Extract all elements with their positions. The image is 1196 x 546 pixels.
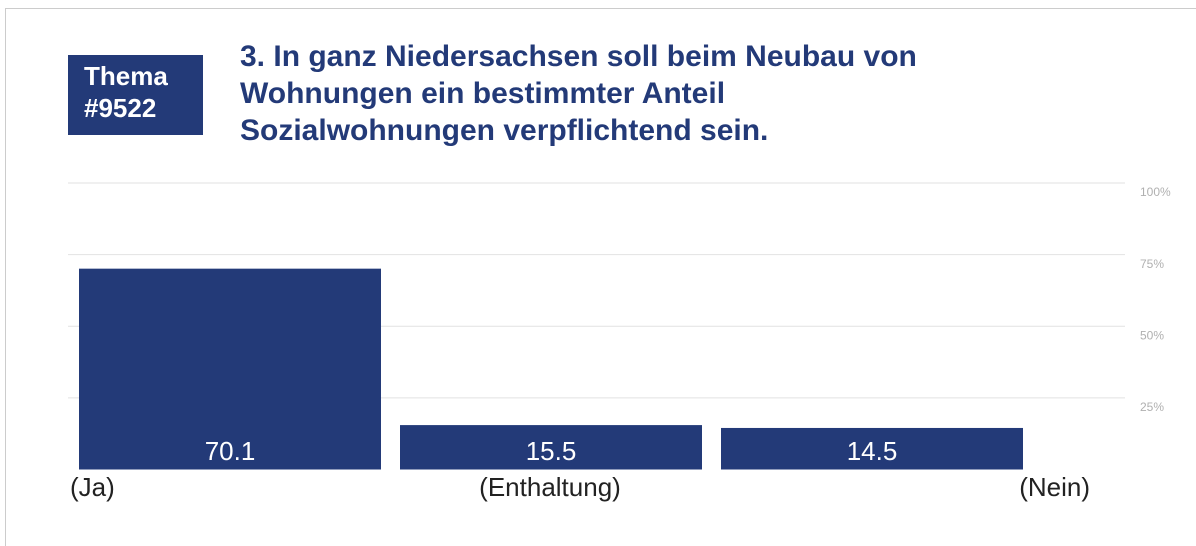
- value-label: 70.1: [205, 436, 256, 466]
- y-tick-label: 75%: [1140, 257, 1164, 271]
- y-tick-label: 100%: [1140, 185, 1171, 199]
- x-tick-label: (Ja): [70, 472, 115, 502]
- bar: [79, 268, 381, 470]
- bar: [400, 425, 702, 470]
- y-tick-label: 50%: [1140, 328, 1164, 342]
- value-label: 14.5: [847, 436, 898, 466]
- badge-text: Thema: [84, 61, 168, 91]
- chart-title: Wohnungen ein bestimmter Anteil: [240, 77, 725, 110]
- x-tick-label: (Nein): [1019, 472, 1090, 502]
- bar: [721, 427, 1023, 470]
- frame: [5, 8, 1196, 546]
- chart-title: 3. In ganz Niedersachsen soll beim Neuba…: [240, 40, 917, 73]
- x-tick-label: (Enthaltung): [479, 472, 621, 502]
- chart-title: Sozialwohnungen verpflichtend sein.: [240, 114, 768, 147]
- y-tick-label: 25%: [1140, 400, 1164, 414]
- value-label: 15.5: [526, 436, 577, 466]
- badge-text: #9522: [84, 93, 156, 123]
- badge: [68, 55, 203, 135]
